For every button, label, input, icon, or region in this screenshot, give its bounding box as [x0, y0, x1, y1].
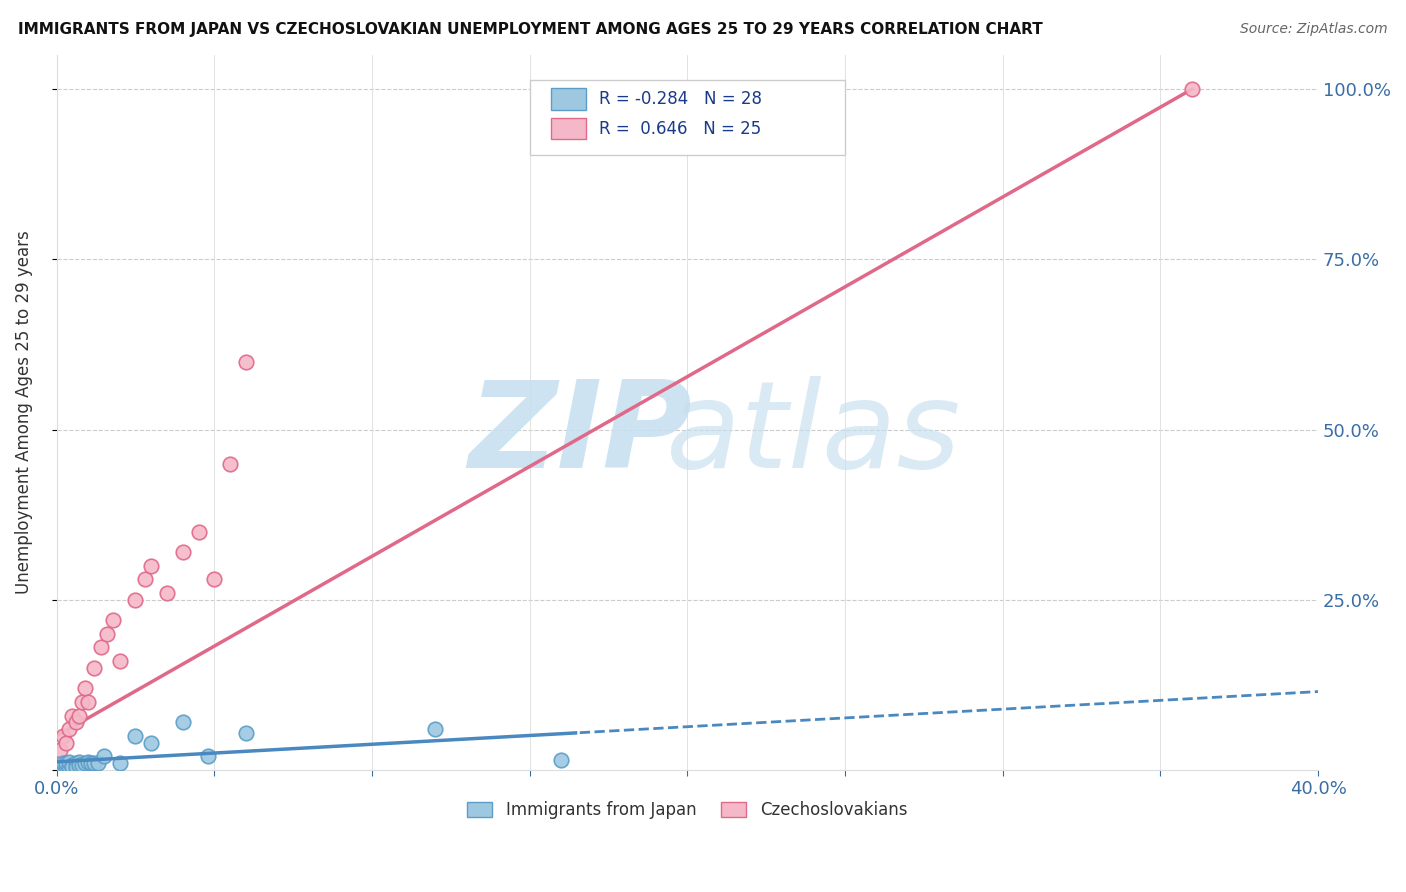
Point	[197, 749, 219, 764]
Point	[141, 736, 163, 750]
Point	[58, 759, 80, 773]
Text: IMMIGRANTS FROM JAPAN VS CZECHOSLOVAKIAN UNEMPLOYMENT AMONG AGES 25 TO 29 YEARS : IMMIGRANTS FROM JAPAN VS CZECHOSLOVAKIAN…	[18, 22, 1043, 37]
Point	[67, 757, 90, 772]
Point	[55, 756, 77, 771]
Point	[55, 736, 77, 750]
Point	[70, 757, 93, 772]
Point	[73, 681, 96, 696]
FancyBboxPatch shape	[551, 88, 586, 110]
Point	[60, 759, 83, 773]
Point	[86, 756, 108, 771]
Point	[172, 715, 194, 730]
FancyBboxPatch shape	[551, 118, 586, 139]
Point	[235, 354, 257, 368]
Point	[49, 742, 72, 756]
Point	[58, 755, 80, 769]
Point	[52, 729, 75, 743]
Point	[423, 722, 446, 736]
Point	[52, 756, 75, 771]
Text: R = -0.284   N = 28: R = -0.284 N = 28	[599, 90, 762, 108]
Point	[83, 756, 105, 771]
Point	[124, 592, 146, 607]
Point	[108, 654, 131, 668]
Point	[134, 573, 156, 587]
Point	[172, 545, 194, 559]
Point	[83, 661, 105, 675]
Point	[108, 756, 131, 771]
Point	[124, 729, 146, 743]
Point	[90, 640, 112, 655]
Point	[77, 695, 100, 709]
Point	[52, 759, 75, 773]
Text: R =  0.646   N = 25: R = 0.646 N = 25	[599, 120, 761, 137]
Point	[1181, 82, 1204, 96]
Point	[55, 759, 77, 773]
Point	[60, 708, 83, 723]
Text: Source: ZipAtlas.com: Source: ZipAtlas.com	[1240, 22, 1388, 37]
Point	[65, 759, 87, 773]
Point	[73, 756, 96, 771]
Point	[67, 755, 90, 769]
Point	[219, 457, 242, 471]
Point	[550, 753, 572, 767]
Point	[202, 573, 225, 587]
Point	[156, 586, 179, 600]
Point	[60, 757, 83, 772]
Point	[141, 558, 163, 573]
Point	[65, 756, 87, 771]
Point	[77, 755, 100, 769]
Point	[58, 722, 80, 736]
Legend: Immigrants from Japan, Czechoslovakians: Immigrants from Japan, Czechoslovakians	[461, 795, 914, 826]
Point	[235, 725, 257, 739]
Point	[67, 708, 90, 723]
Text: atlas: atlas	[666, 376, 962, 492]
Point	[93, 749, 115, 764]
FancyBboxPatch shape	[530, 80, 845, 155]
Point	[80, 756, 103, 771]
Point	[49, 759, 72, 773]
Point	[96, 627, 118, 641]
Y-axis label: Unemployment Among Ages 25 to 29 years: Unemployment Among Ages 25 to 29 years	[15, 231, 32, 594]
Text: ZIP: ZIP	[468, 376, 692, 492]
Point	[70, 695, 93, 709]
Point	[187, 524, 209, 539]
Point	[103, 613, 125, 627]
Point	[65, 715, 87, 730]
